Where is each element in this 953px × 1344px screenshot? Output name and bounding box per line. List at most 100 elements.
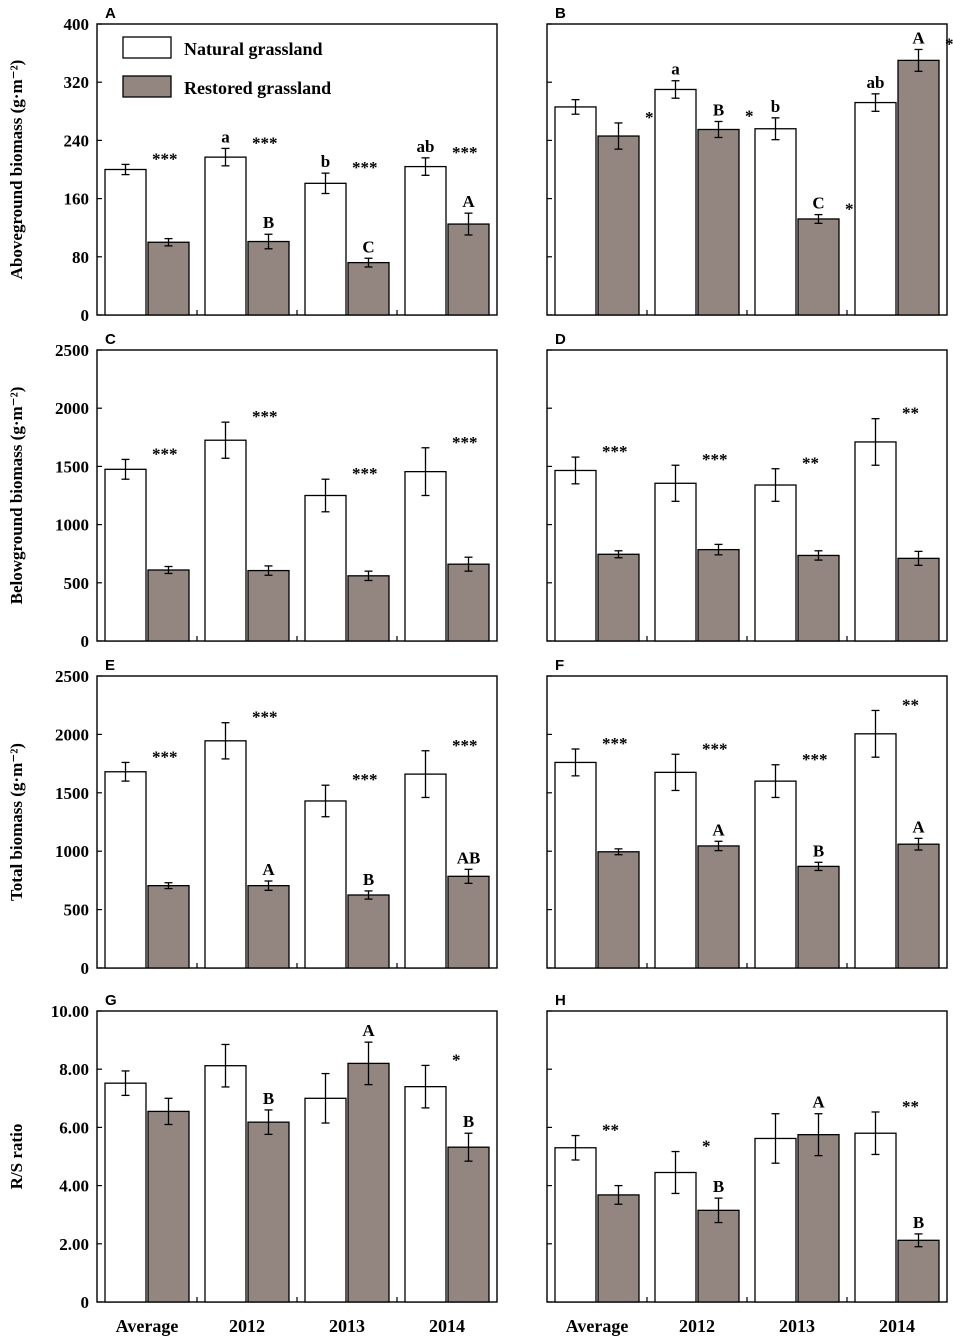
significance-mark: ***	[152, 149, 178, 168]
restored-bar	[597, 135, 640, 316]
group-letter: a	[221, 127, 230, 146]
panel-letter: D	[555, 331, 566, 348]
restored-bar	[697, 1209, 740, 1303]
restored-bar	[447, 223, 490, 316]
significance-mark: **	[802, 454, 819, 473]
y-tick-label: 500	[64, 574, 90, 593]
legend-label-restored: Restored grassland	[184, 78, 331, 98]
y-axis-title: Aboveground biomass (g·m⁻²)	[7, 60, 26, 280]
group-letter: A	[812, 1093, 825, 1112]
natural-bar	[554, 1147, 597, 1303]
y-axis-title: R/S ratio	[7, 1124, 26, 1190]
natural-bar	[654, 771, 697, 969]
y-tick-label: 0	[81, 959, 90, 978]
group-letter: b	[771, 97, 780, 116]
restored-bar	[347, 575, 390, 642]
restored-bar	[597, 851, 640, 969]
y-tick-label: 2000	[55, 399, 89, 418]
y-tick-label: 2000	[55, 725, 89, 744]
panel-letter: G	[105, 992, 117, 1009]
significance-mark: **	[902, 695, 919, 714]
natural-bar	[854, 1132, 897, 1303]
significance-mark: ***	[152, 747, 178, 766]
panel-a: A 0 80 160 240 320 400 Aboveground biomass (g·m…	[7, 5, 498, 325]
natural-bar	[104, 1082, 147, 1303]
group-letter: B	[463, 1112, 474, 1131]
group-letter: B	[263, 1089, 274, 1108]
panel-f: F *** *** A *** B ** A	[546, 657, 948, 969]
group-letter: A	[462, 192, 475, 211]
natural-bar	[304, 494, 347, 642]
legend-swatch-restored	[122, 75, 172, 98]
x-category-label: 2012	[229, 1316, 265, 1336]
legend-swatch-natural	[122, 36, 172, 59]
natural-bar	[104, 468, 147, 642]
restored-bar	[147, 1110, 190, 1303]
y-tick-label: 500	[64, 901, 90, 920]
y-tick-label: 0	[81, 1293, 90, 1312]
restored-bar	[347, 894, 390, 969]
group-letter: A	[712, 820, 725, 839]
x-category-label: 2014	[879, 1316, 915, 1336]
y-tick-label: 10.00	[51, 1002, 89, 1021]
restored-bar	[797, 1134, 840, 1303]
natural-bar	[754, 780, 797, 969]
y-axis-title: Belowground biomass (g·m⁻²)	[7, 387, 26, 605]
restored-bar	[147, 241, 190, 316]
group-letter: ab	[867, 73, 885, 92]
panel-letter: H	[555, 992, 566, 1009]
significance-mark: ***	[452, 143, 478, 162]
y-tick-label: 4.00	[59, 1177, 89, 1196]
group-letter: C	[812, 194, 824, 213]
natural-bar	[204, 439, 247, 642]
natural-bar	[854, 733, 897, 969]
significance-mark: *	[745, 106, 754, 125]
significance-mark: **	[902, 404, 919, 423]
group-letter: B	[713, 100, 724, 119]
x-category-label: Average	[566, 1316, 629, 1336]
group-letter: A	[912, 817, 925, 836]
panel-c: C 0 500 1000 1500 2000 2500 Belowground biomass…	[7, 331, 498, 651]
x-category-label: Average	[116, 1316, 179, 1336]
natural-bar	[304, 800, 347, 969]
group-letter: ab	[417, 137, 435, 156]
restored-bar	[897, 843, 940, 969]
y-tick-label: 0	[81, 306, 90, 325]
restored-bar	[447, 875, 490, 969]
group-letter: B	[913, 1213, 924, 1232]
y-tick-label: 0	[81, 632, 90, 651]
group-letter: A	[912, 28, 925, 47]
restored-bar	[247, 240, 290, 316]
significance-mark: ***	[452, 433, 478, 452]
significance-mark: **	[902, 1097, 919, 1116]
x-category-label: 2014	[429, 1316, 465, 1336]
natural-bar	[404, 470, 447, 642]
panel-letter: A	[105, 5, 116, 22]
significance-mark: **	[602, 1121, 619, 1140]
natural-bar	[854, 101, 897, 316]
restored-bar	[597, 553, 640, 642]
restored-bar	[897, 59, 940, 316]
natural-bar	[104, 168, 147, 316]
legend-label-natural: Natural grassland	[184, 39, 323, 59]
significance-mark: ***	[702, 739, 728, 758]
natural-bar	[404, 773, 447, 969]
y-tick-label: 80	[72, 248, 89, 267]
natural-bar	[654, 482, 697, 642]
x-category-label: 2013	[329, 1316, 365, 1336]
restored-bar	[247, 569, 290, 642]
restored-bar	[797, 865, 840, 969]
group-letter: B	[363, 870, 374, 889]
x-category-label: 2012	[679, 1316, 715, 1336]
group-letter: A	[262, 860, 275, 879]
significance-mark: ***	[702, 450, 728, 469]
significance-mark: ***	[252, 407, 278, 426]
restored-bar	[447, 1146, 490, 1303]
significance-mark: ***	[802, 750, 828, 769]
group-letter: b	[321, 152, 330, 171]
natural-bar	[554, 106, 597, 316]
restored-bar	[147, 569, 190, 642]
restored-bar	[247, 885, 290, 969]
significance-mark: ***	[252, 133, 278, 152]
